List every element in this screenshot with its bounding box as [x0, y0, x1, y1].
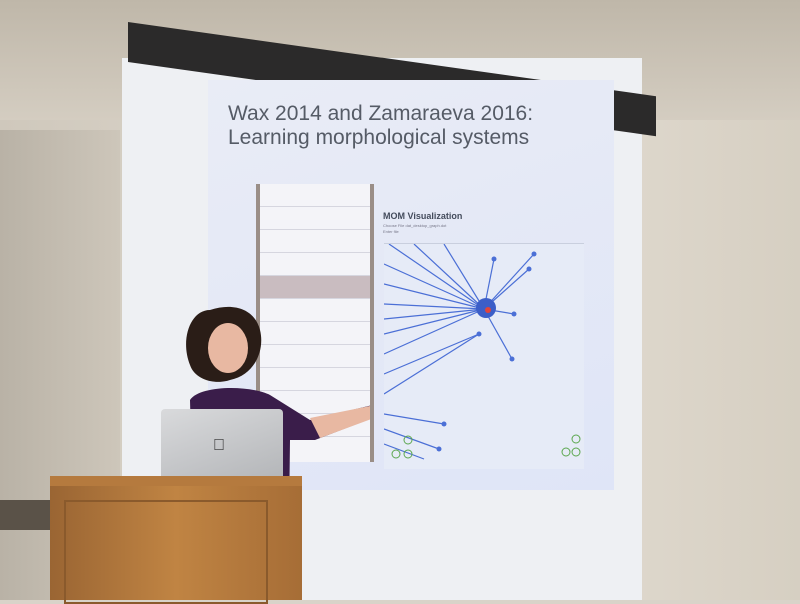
panel-row — [260, 345, 370, 368]
zoom-controls — [391, 434, 581, 459]
panel-row — [260, 322, 370, 345]
podium-front-panel — [64, 500, 268, 604]
slide-title: Wax 2014 and Zamaraeva 2016: Learning mo… — [228, 102, 533, 150]
graph-edges — [383, 243, 535, 460]
laptop:  — [161, 409, 283, 481]
panel-row-selected — [260, 276, 370, 299]
enter-file-label: Enter file — [383, 229, 399, 234]
slide-title-line1: Wax 2014 and Zamaraeva 2016: — [228, 102, 534, 125]
visualization-file-controls: Choose File dat_desktop_graph.dot Enter … — [383, 223, 446, 235]
panel-row — [260, 391, 370, 414]
speaker-face — [208, 323, 248, 373]
apple-icon:  — [213, 437, 225, 455]
panel-row — [260, 299, 370, 322]
speaker-arm — [310, 406, 370, 438]
graph-highlight-node — [485, 307, 491, 313]
panel-row — [260, 230, 370, 253]
visualization-title: MOM Visualization — [383, 211, 463, 221]
file-name: dat_desktop_graph.dot — [405, 223, 447, 228]
graph-visualization — [383, 243, 584, 469]
graph-nodes — [436, 251, 537, 452]
graph-svg — [383, 243, 581, 460]
choose-file-label: Choose File — [383, 223, 405, 228]
panel-row — [260, 184, 370, 207]
panel-row — [260, 368, 370, 391]
podium — [50, 476, 302, 604]
panel-row — [260, 253, 370, 276]
projected-slide: Wax 2014 and Zamaraeva 2016: Learning mo… — [208, 80, 614, 490]
panel-row — [260, 207, 370, 230]
slide-title-line2: Learning morphological systems — [228, 126, 530, 149]
